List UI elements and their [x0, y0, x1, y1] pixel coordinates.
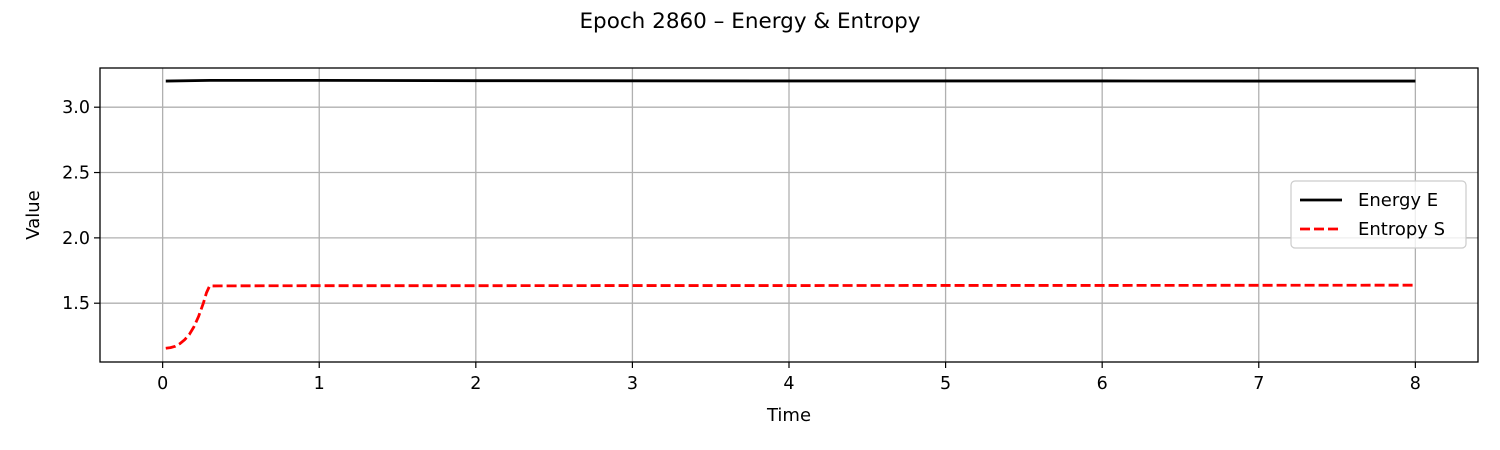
legend-label-energy: Energy E — [1358, 190, 1438, 211]
x-tick-label: 3 — [627, 374, 638, 394]
y-tick-label: 2.5 — [62, 164, 90, 184]
x-tick-label: 4 — [783, 374, 794, 394]
grid-layer — [100, 68, 1478, 362]
x-tick-label: 1 — [314, 374, 325, 394]
y-tick-label: 2.0 — [62, 229, 90, 249]
x-tick-label: 5 — [940, 374, 951, 394]
chart-title: Epoch 2860 – Energy & Entropy — [579, 9, 920, 34]
ticks-layer: 0 1 2 3 4 5 6 7 8 1.5 2.0 2.5 3.0 — [62, 98, 1421, 394]
series-line-entropy — [165, 283, 1416, 350]
x-axis-label: Time — [766, 405, 811, 426]
y-tick-label: 1.5 — [62, 294, 90, 314]
x-tick-label: 2 — [470, 374, 481, 394]
y-tick-label: 3.0 — [62, 98, 90, 118]
x-tick-label: 7 — [1253, 374, 1264, 394]
legend: Energy E Entropy S — [1290, 180, 1467, 249]
y-axis-label: Value — [23, 190, 44, 239]
legend-label-entropy: Entropy S — [1358, 219, 1445, 240]
series-layer — [165, 79, 1416, 350]
x-tick-label: 8 — [1410, 374, 1421, 394]
x-tick-label: 6 — [1097, 374, 1108, 394]
series-line-energy — [165, 79, 1416, 83]
x-tick-label: 0 — [157, 374, 168, 394]
legend-box — [1290, 180, 1467, 249]
